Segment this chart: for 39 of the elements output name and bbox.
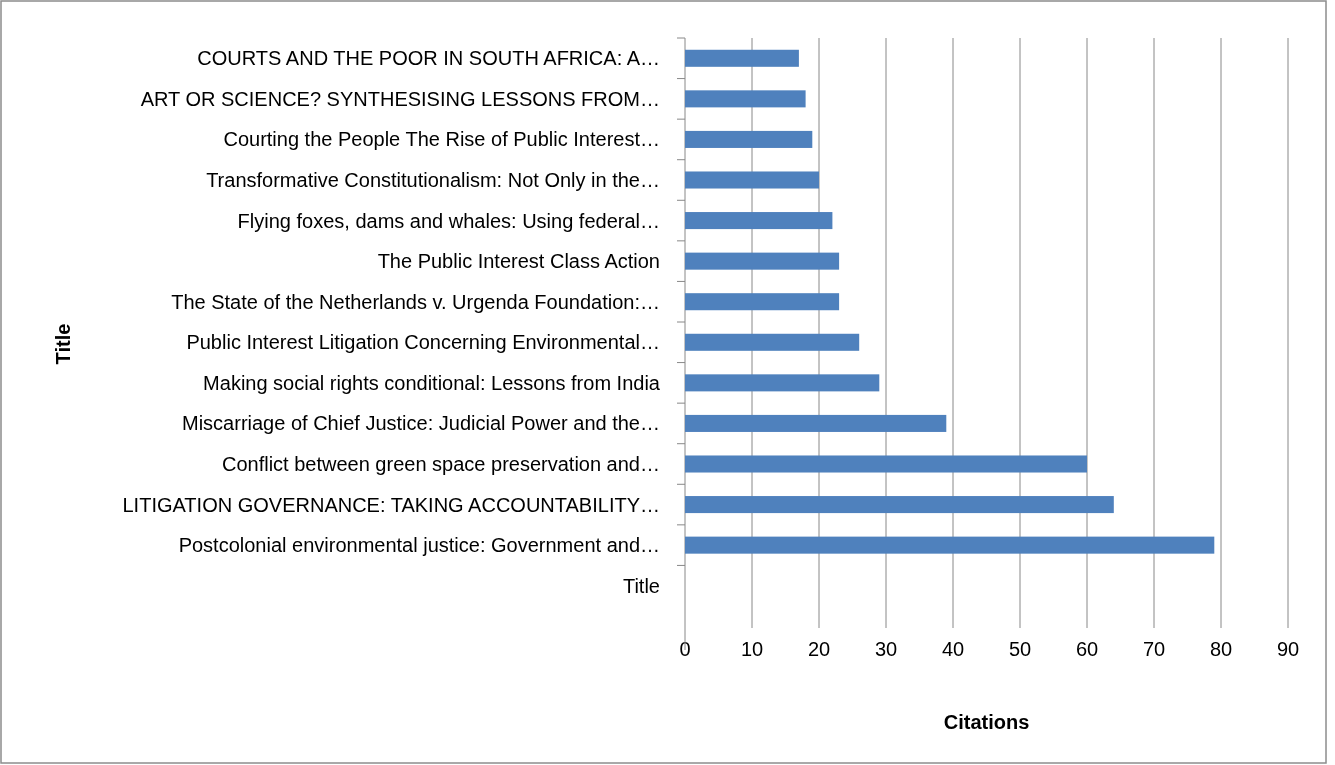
x-tick-label: 60 xyxy=(1075,638,1099,660)
bar xyxy=(685,130,813,148)
y-tick-label: COURTS AND THE POOR IN SOUTH AFRICA: A… xyxy=(197,47,660,70)
x-tick-label: 10 xyxy=(740,638,764,660)
y-tick-label: Public Interest Litigation Concerning Environmental… xyxy=(186,331,660,354)
bar xyxy=(685,171,819,189)
y-tick-label: Conflict between green space preservation and… xyxy=(221,453,660,475)
y-tick-label: The Public Interest Class Action xyxy=(377,250,660,273)
y-tick-label: Courting the People The Rise of Public Interest… xyxy=(223,128,660,151)
x-tick-label: 80 xyxy=(1209,638,1233,660)
x-tick-label: 30 xyxy=(874,638,898,660)
bar xyxy=(685,293,840,311)
bar xyxy=(685,212,833,230)
y-tick-label: Transformative Constitutionalism: Not Only in the… xyxy=(206,169,660,191)
bar xyxy=(685,455,1087,473)
x-tick-label: 50 xyxy=(1008,638,1032,660)
x-tick-label: 20 xyxy=(807,638,831,660)
y-tick-label: LITIGATION GOVERNANCE: TAKING ACCOUNTABILITY… xyxy=(122,493,660,516)
y-tick-label: Flying foxes, dams and whales: Using federal… xyxy=(237,209,660,232)
x-tick-label: 90 xyxy=(1276,638,1300,660)
y-tick-label: Postcolonial environmental justice: Government and… xyxy=(178,534,660,557)
bar xyxy=(685,90,806,108)
bar xyxy=(685,333,860,351)
bar xyxy=(685,536,1215,554)
bar xyxy=(685,49,799,67)
bar xyxy=(685,252,840,270)
x-axis-title: Citations xyxy=(943,711,1030,733)
bar xyxy=(685,414,947,432)
y-tick-label: Making social rights conditional: Lessons from India xyxy=(203,371,661,394)
bar xyxy=(685,374,880,392)
y-tick-label: ART OR SCIENCE? SYNTHESISING LESSONS FROM… xyxy=(140,87,660,110)
bar xyxy=(685,496,1114,514)
x-tick-label: 40 xyxy=(941,638,965,660)
y-axis-title: Title xyxy=(52,323,74,365)
x-tick-label: 70 xyxy=(1142,638,1166,660)
y-tick-label: The State of the Netherlands v. Urgenda Foundation:… xyxy=(171,290,660,313)
y-tick-label: Title xyxy=(622,574,660,597)
x-tick-label: 0 xyxy=(679,638,691,660)
y-tick-label: Miscarriage of Chief Justice: Judicial Power and the… xyxy=(182,412,660,435)
